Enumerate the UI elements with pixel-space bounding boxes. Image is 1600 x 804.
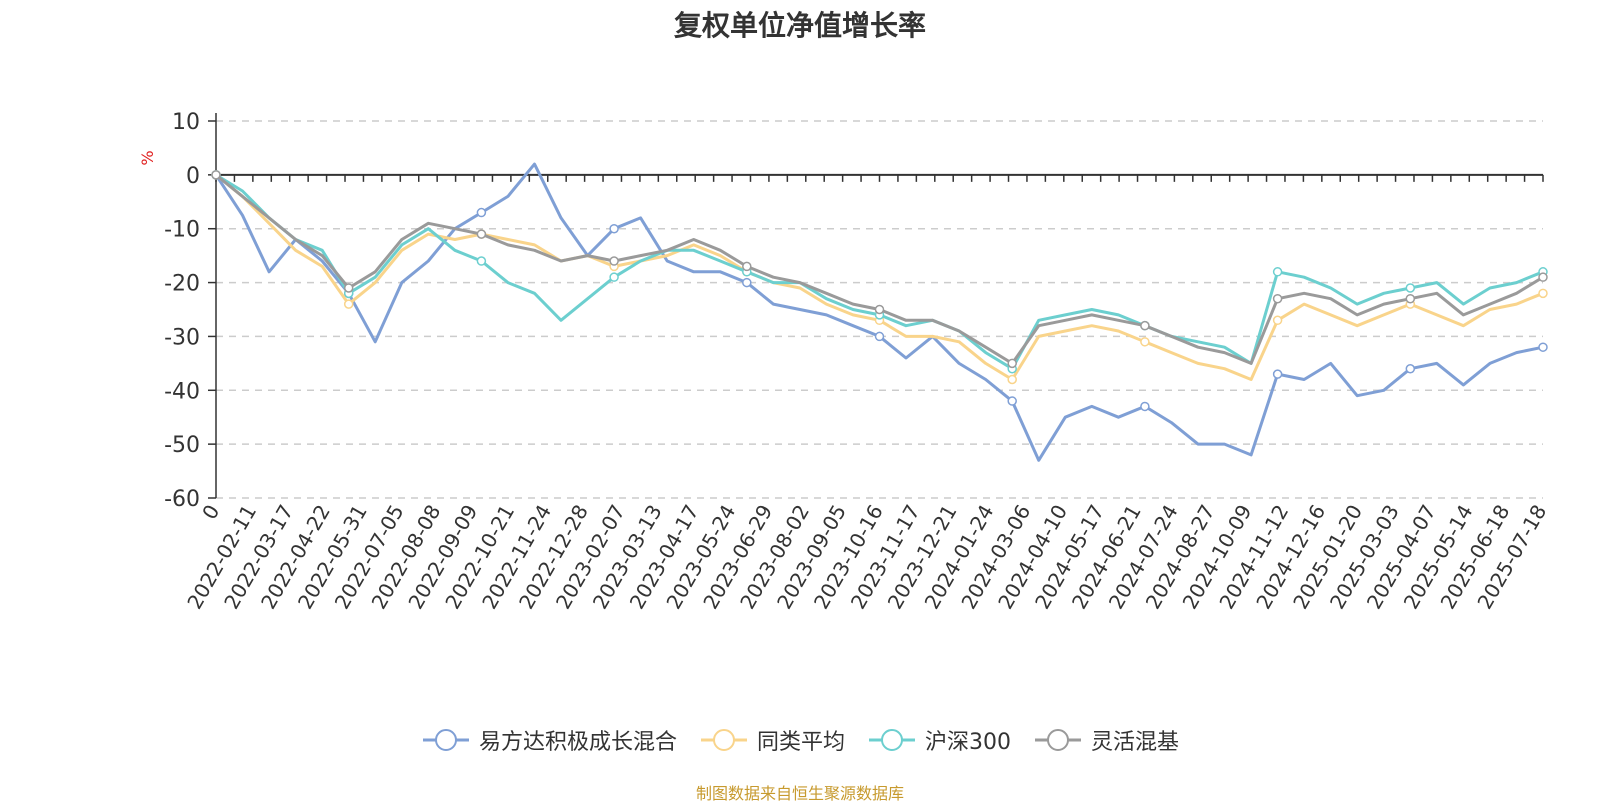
y-tick-label: -10 xyxy=(164,218,200,243)
x-tick-label: 0 xyxy=(197,501,224,524)
data-point xyxy=(609,223,619,234)
data-point xyxy=(609,272,619,282)
data-point xyxy=(1140,337,1150,347)
y-axis-label: % xyxy=(138,150,157,165)
data-point xyxy=(1538,272,1548,282)
legend-label: 同类平均 xyxy=(756,730,845,755)
data-point xyxy=(1405,283,1416,293)
legend-label: 易方达积极成长混合 xyxy=(478,730,677,755)
data-point xyxy=(1140,401,1150,412)
data-point xyxy=(343,283,354,293)
legend-item[interactable]: 灵活混基 xyxy=(1033,724,1179,756)
y-tick-label: -40 xyxy=(164,379,200,404)
data-point xyxy=(874,331,885,342)
y-tick-label: -50 xyxy=(164,433,200,458)
data-point xyxy=(476,229,487,239)
legend-label: 灵活混基 xyxy=(1091,730,1180,755)
y-tick-label: -30 xyxy=(164,325,200,350)
data-point xyxy=(476,256,487,266)
legend-item[interactable]: 同类平均 xyxy=(699,724,845,756)
legend-marker-icon xyxy=(700,729,747,751)
data-point xyxy=(874,304,885,315)
grid-lines xyxy=(216,120,1543,499)
legend-marker-icon xyxy=(422,729,469,751)
legend-marker-icon xyxy=(1035,729,1081,751)
y-tick-label: -20 xyxy=(164,272,200,297)
data-point xyxy=(476,207,487,218)
data-point xyxy=(343,299,354,309)
data-point xyxy=(742,277,752,288)
data-point xyxy=(1538,288,1548,299)
data-point xyxy=(1405,363,1416,374)
legend-item[interactable]: 沪深300 xyxy=(867,724,1011,756)
data-point xyxy=(1140,320,1150,331)
y-tick-label: -60 xyxy=(164,487,200,512)
data-point xyxy=(1405,293,1416,304)
y-tick-label: 0 xyxy=(186,164,200,189)
y-tick-label: 10 xyxy=(172,110,200,135)
series-line xyxy=(215,173,1544,381)
data-point xyxy=(1007,358,1017,369)
data-point xyxy=(1272,293,1283,304)
legend: 易方达积极成长混合 同类平均 沪深300 灵活混基 xyxy=(0,724,1600,756)
data-point xyxy=(742,261,752,272)
data-point xyxy=(211,170,221,180)
legend-item[interactable]: 易方达积极成长混合 xyxy=(421,724,677,756)
axes: 100-10-20-30-40-50-6002022-02-112022-03-… xyxy=(164,110,1551,613)
source-note: 制图数据来自恒生聚源数据库 xyxy=(695,784,904,803)
data-point xyxy=(1272,315,1283,326)
series-lines xyxy=(211,162,1548,462)
legend-label: 沪深300 xyxy=(925,730,1011,755)
legend-marker-icon xyxy=(869,729,915,751)
data-point xyxy=(1272,267,1283,277)
data-point xyxy=(609,256,619,266)
chart-title: 复权单位净值增长率 xyxy=(673,9,926,42)
data-point xyxy=(1272,369,1283,379)
data-point xyxy=(1007,374,1017,385)
data-point xyxy=(1538,342,1548,352)
data-point xyxy=(1007,396,1017,406)
